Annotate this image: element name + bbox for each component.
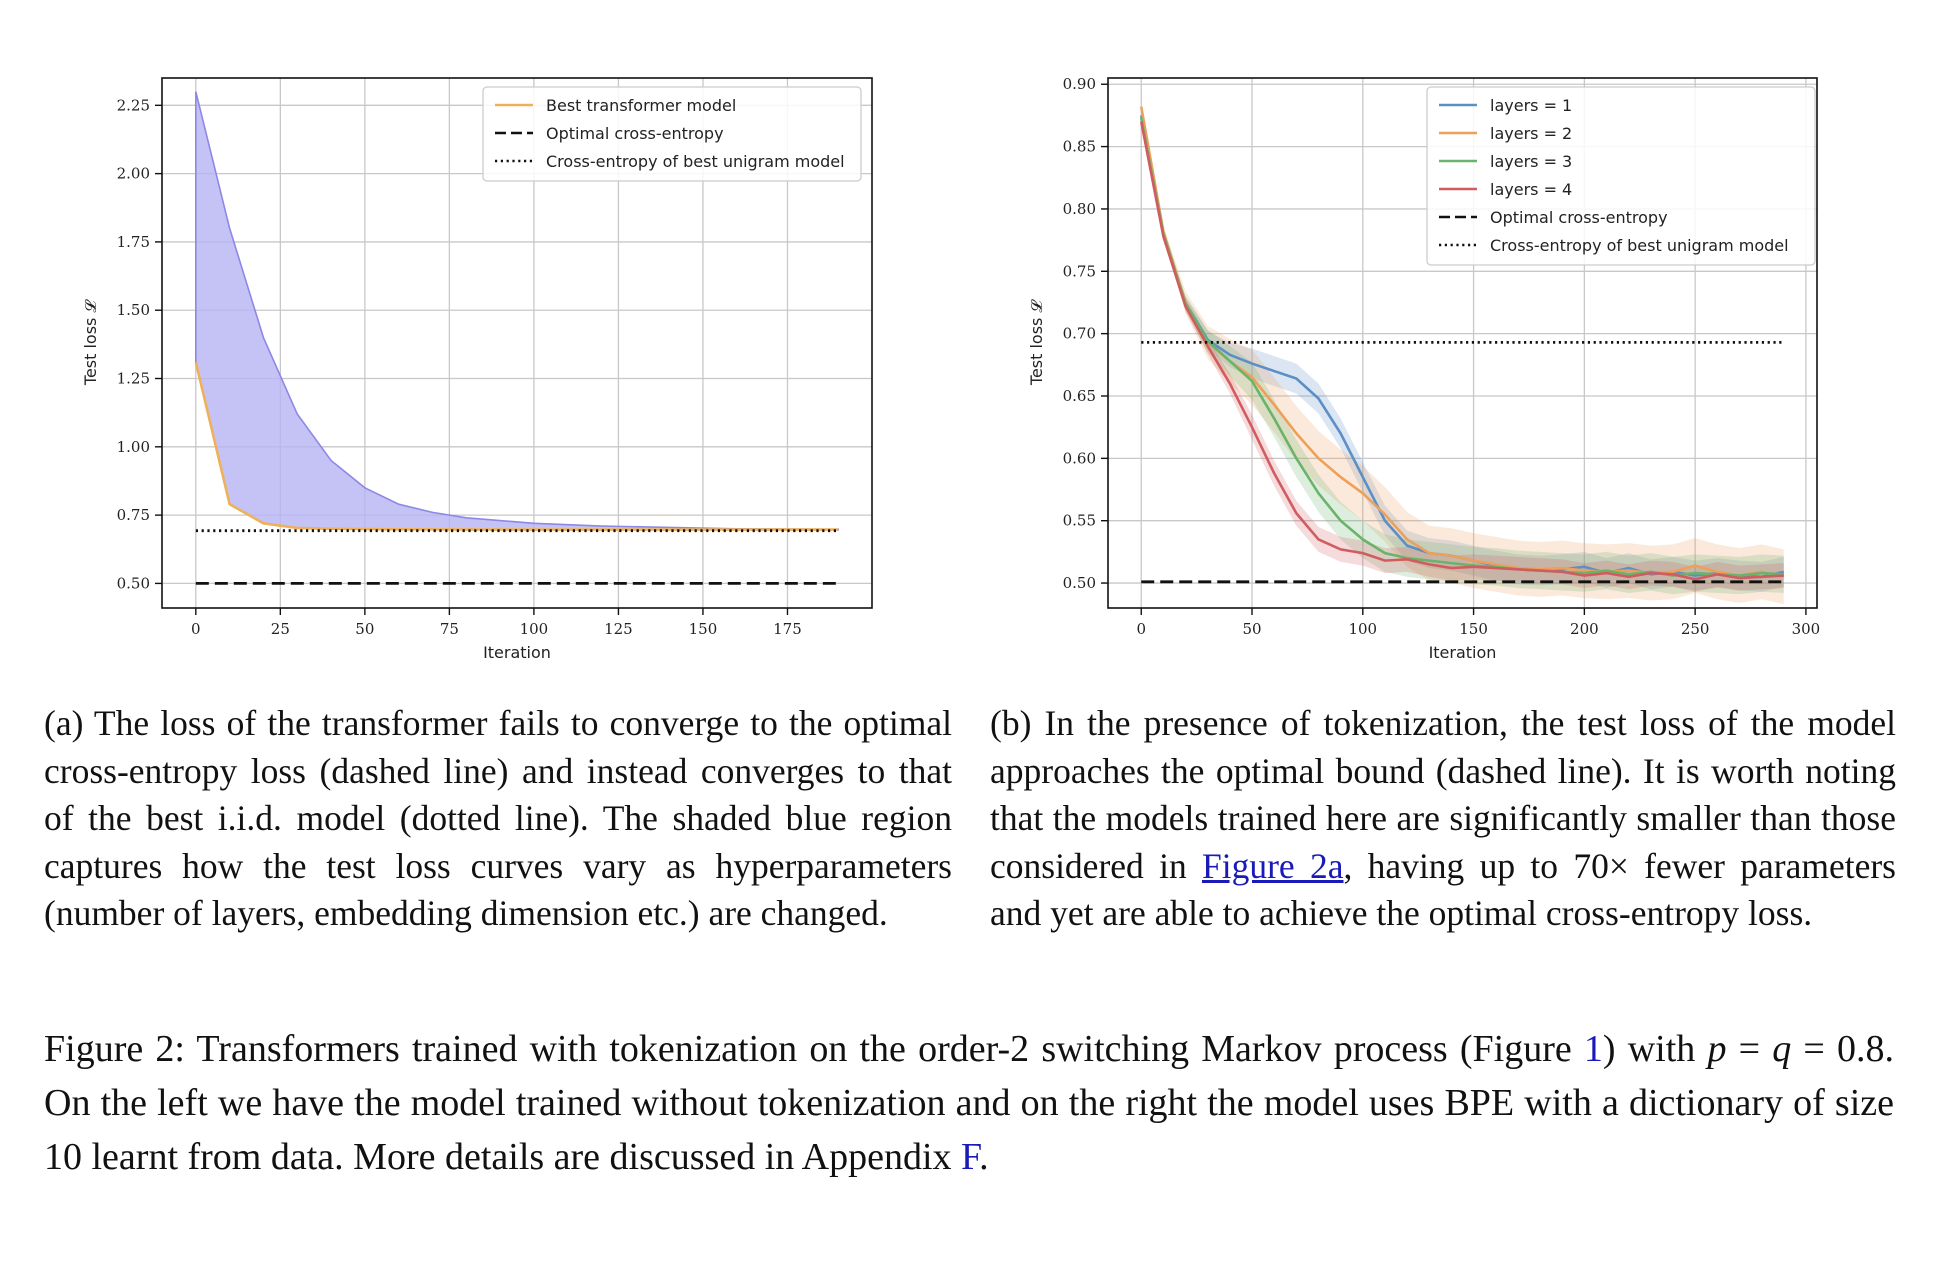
legend-label-1: layers = 1 [1490,96,1572,115]
y-axis-label: Test loss 𝓛 [1027,299,1046,387]
legend-label-5: Optimal cross-entropy [1490,208,1668,227]
x-tick-label: 0 [1136,620,1146,638]
appendix-f-link[interactable]: F [961,1136,980,1178]
x-tick-label: 100 [520,620,549,638]
y-axis-label: Test loss 𝓛 [81,299,100,387]
plot-frame [1107,77,1818,609]
x-tick-label: 200 [1570,620,1599,638]
y-tick-label: 0.70 [1063,325,1096,343]
subfigure-a-caption: (a) The loss of the transformer fails to… [44,700,952,938]
figure-caption-text-2: ) with [1602,1028,1708,1070]
figure-caption-text-1: Transformers trained with tokenization o… [184,1028,1584,1070]
x-axis-label: Iteration [1429,643,1497,662]
math-q: q [1772,1028,1792,1070]
figure-caption-eq-1: = [1726,1028,1773,1070]
chart-b: 0 50 100 150 200 250 300 0.50 0.55 0.60 0.65 0.70 0.… [1027,75,1821,662]
y-tick-label: 0.50 [1063,574,1096,592]
series-line-4 [1139,121,1784,581]
subfigure-b-caption: (b) In the presence of tokenization, the… [990,700,1896,938]
x-tick-label: 300 [1792,620,1821,638]
figure-caption-text-3: = 0.8. On the left we have the model tra… [44,1028,1894,1178]
y-tick-label: 0.90 [1063,75,1096,93]
x-tick-label: 250 [1681,620,1710,638]
figure-1-link[interactable]: 1 [1583,1028,1603,1070]
x-tick-label: 0 [191,620,201,638]
x-axis-label: Iteration [483,643,551,662]
series-line-1 [194,361,839,531]
legend-label-1: Best transformer model [546,96,736,115]
legend-box [482,86,862,182]
subfigure-a-caption-text: (a) The loss of the transformer fails to… [44,703,952,933]
x-tick-label: 175 [773,620,802,638]
y-tick-label: 0.50 [117,574,150,592]
y-tick-label: 0.85 [1063,138,1096,156]
figure-caption-label: Figure 2: [44,1028,185,1070]
y-tick-label: 1.25 [117,370,150,388]
y-tick-label: 0.65 [1063,387,1096,405]
x-tick-label: 100 [1348,620,1377,638]
legend-box [1426,86,1816,266]
y-tick-label: 0.75 [1063,262,1096,280]
x-tick-label: 75 [440,620,459,638]
figure-2a-link[interactable]: Figure 2a [1202,845,1344,886]
x-tick-label: 125 [604,620,633,638]
x-tick-label: 50 [355,620,374,638]
series-band-3 [1141,117,1784,595]
x-tick-label: 25 [271,620,290,638]
chart-a: 0 25 50 75 100 125 150 175 0.50 0.75 1.00 1.25 1.50 1… [81,77,873,662]
y-tick-label: 0.80 [1063,200,1096,218]
legend-label-3: layers = 3 [1490,152,1572,171]
y-tick-label: 0.60 [1063,449,1096,467]
y-tick-label: 2.00 [117,165,150,183]
y-tick-label: 2.25 [117,96,150,114]
x-tick-label: 50 [1242,620,1261,638]
figure-caption-end: . [979,1136,989,1178]
subfigure-b-caption-text-2: , having up to 70× fewer parameters and … [990,845,1896,934]
y-tick-label: 0.75 [117,506,150,524]
series-line-2 [1139,106,1785,579]
legend-label-3: Cross-entropy of best unigram model [546,152,845,171]
math-p: p [1707,1028,1727,1070]
x-tick-label: 150 [689,620,718,638]
legend-label-6: Cross-entropy of best unigram model [1490,236,1789,255]
legend-label-4: layers = 4 [1490,180,1572,199]
y-tick-label: 1.75 [117,233,150,251]
subfigure-b-caption-text-1: (b) In the presence of tokenization, the… [990,703,1896,886]
legend-label-2: layers = 2 [1490,124,1572,143]
plot-frame [161,77,873,609]
x-tick-label: 150 [1459,620,1488,638]
y-tick-label: 0.55 [1063,512,1096,530]
y-tick-label: 1.50 [117,301,150,319]
legend-label-2: Optimal cross-entropy [546,124,724,143]
figure-caption: Figure 2: Transformers trained with toke… [44,1022,1894,1184]
y-tick-label: 1.00 [117,438,150,456]
series-band-2 [1141,106,1784,605]
